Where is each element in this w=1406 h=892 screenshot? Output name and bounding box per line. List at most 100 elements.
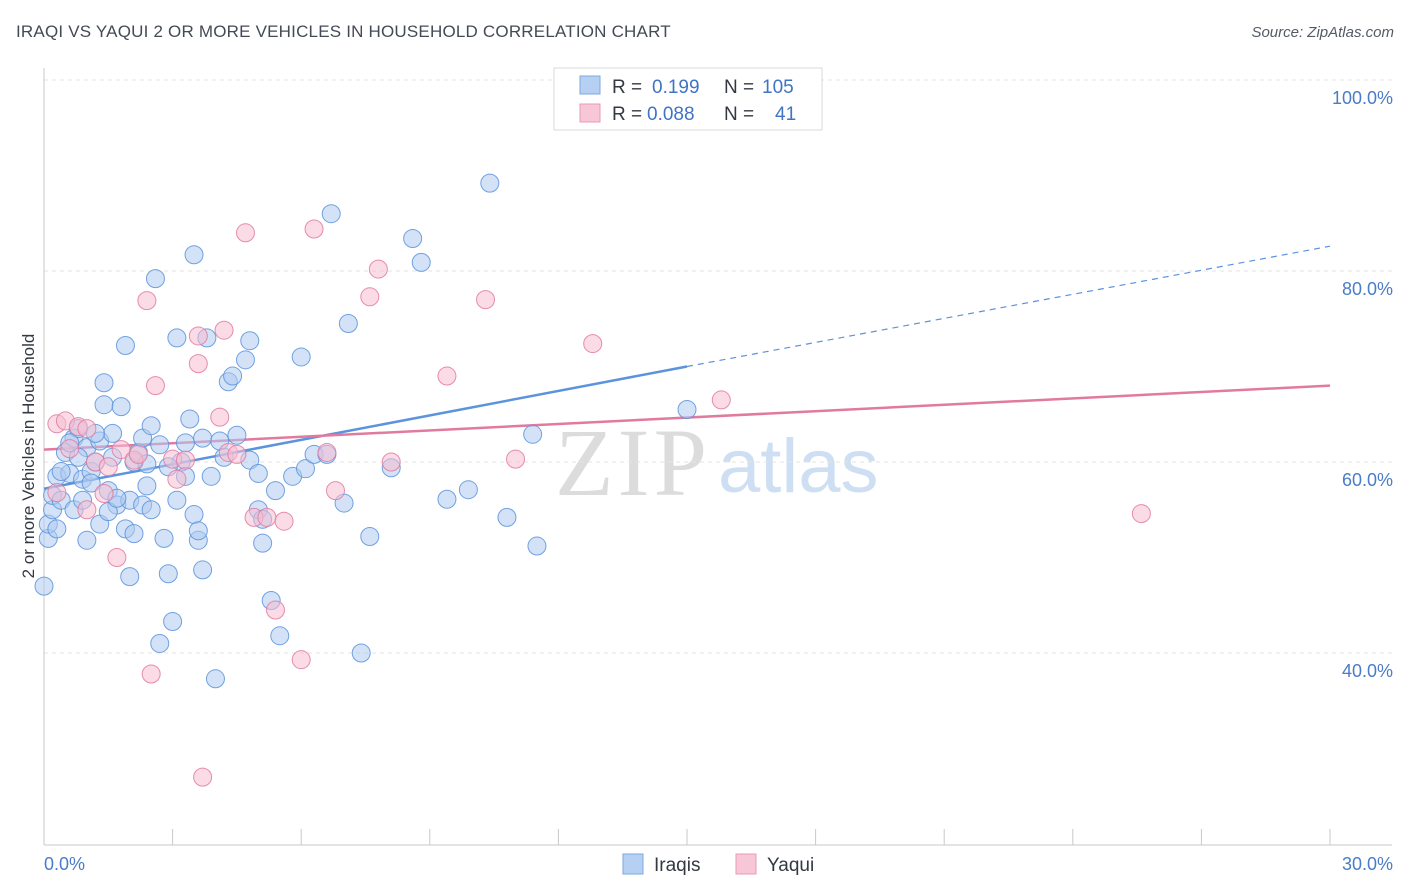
point-iraqis-52 — [193, 560, 213, 580]
point-yaqui-40 — [476, 290, 496, 310]
point-yaqui-36 — [360, 287, 380, 307]
point-yaqui-26 — [227, 444, 247, 464]
point-yaqui-33 — [304, 219, 324, 239]
point-iraqis-0 — [34, 576, 54, 596]
point-iraqis-23 — [103, 423, 123, 443]
point-iraqis-81 — [411, 252, 431, 272]
point-yaqui-19 — [175, 450, 195, 470]
stats-legend: R = 0.199 N = 105 R = 0.088 N = 41 — [553, 67, 823, 131]
point-iraqis-78 — [360, 526, 380, 546]
y-axis-label: 2 or more Vehicles in Household — [19, 334, 38, 579]
point-iraqis-6 — [47, 519, 67, 539]
point-iraqis-93 — [137, 476, 157, 496]
point-iraqis-14 — [77, 530, 97, 550]
legend-swatch-iraqis — [579, 75, 601, 95]
point-iraqis-66 — [253, 533, 273, 553]
point-iraqis-59 — [227, 425, 247, 445]
point-iraqis-84 — [480, 173, 500, 193]
point-iraqis-89 — [51, 462, 71, 482]
axes — [43, 68, 1392, 846]
point-iraqis-94 — [150, 435, 170, 455]
point-iraqis-71 — [295, 459, 315, 479]
point-iraqis-63 — [248, 463, 268, 483]
point-iraqis-86 — [523, 424, 543, 444]
point-yaqui-22 — [193, 767, 213, 787]
bottom-legend-swatch-iraqis — [622, 853, 644, 875]
bottom-legend-label-iraqis: Iraqis — [654, 855, 700, 876]
point-iraqis-83 — [458, 480, 478, 500]
point-yaqui-18 — [167, 469, 187, 489]
point-iraqis-28 — [115, 335, 135, 355]
watermark-atlas: atlas — [718, 424, 879, 509]
point-iraqis-82 — [437, 489, 457, 509]
trend-line-extension-iraqis — [686, 245, 1331, 368]
y-tick-label-100: 100.0% — [1332, 88, 1393, 108]
legend-n-value-iraqis: 105 — [762, 77, 794, 98]
point-yaqui-42 — [583, 334, 603, 354]
point-yaqui-35 — [325, 481, 345, 501]
point-iraqis-61 — [240, 331, 260, 351]
point-iraqis-48 — [184, 505, 204, 525]
point-yaqui-10 — [107, 548, 127, 567]
legend-r-label-yaqui: R = — [612, 104, 642, 125]
point-iraqis-36 — [141, 500, 161, 520]
series-legend: Iraqis Yaqui — [622, 853, 814, 876]
point-yaqui-24 — [214, 320, 234, 340]
point-yaqui-20 — [188, 326, 208, 346]
x-tick-label-min: 0.0% — [44, 854, 85, 874]
legend-r-value-yaqui: 0.088 — [647, 104, 695, 125]
point-iraqis-101 — [265, 481, 285, 501]
point-iraqis-58 — [223, 366, 243, 386]
point-yaqui-1 — [47, 483, 67, 503]
point-iraqis-44 — [167, 328, 187, 348]
y-tick-label-80: 80.0% — [1342, 279, 1393, 299]
point-iraqis-99 — [124, 524, 144, 544]
point-yaqui-15 — [141, 664, 161, 684]
x-tick-label-max: 30.0% — [1342, 854, 1393, 874]
point-iraqis-49 — [184, 245, 204, 265]
point-iraqis-39 — [150, 633, 170, 653]
point-iraqis-87 — [527, 536, 547, 556]
point-yaqui-44 — [1131, 504, 1151, 524]
y-tick-label-60: 60.0% — [1342, 470, 1393, 490]
point-iraqis-20 — [94, 395, 114, 415]
legend-r-label-iraqis: R = — [612, 77, 642, 98]
point-iraqis-100 — [180, 409, 200, 429]
point-yaqui-30 — [265, 600, 285, 620]
point-yaqui-16 — [145, 376, 165, 396]
point-yaqui-27 — [235, 223, 255, 243]
point-yaqui-9 — [98, 457, 118, 477]
point-iraqis-37 — [141, 416, 161, 436]
point-yaqui-6 — [77, 500, 97, 520]
point-iraqis-70 — [291, 347, 311, 367]
point-yaqui-5 — [77, 419, 97, 439]
point-iraqis-76 — [338, 314, 358, 334]
point-yaqui-43 — [711, 390, 731, 410]
legend-n-value-yaqui: 41 — [775, 104, 796, 125]
point-yaqui-31 — [274, 511, 294, 531]
point-iraqis-74 — [321, 204, 341, 224]
legend-swatch-yaqui — [579, 103, 601, 123]
point-iraqis-41 — [158, 564, 178, 584]
point-iraqis-68 — [270, 626, 290, 646]
bottom-legend-label-yaqui: Yaqui — [767, 855, 814, 876]
point-iraqis-55 — [205, 669, 225, 689]
chart-title: IRAQI VS YAQUI 2 OR MORE VEHICLES IN HOU… — [16, 22, 671, 41]
point-iraqis-88 — [677, 399, 697, 419]
legend-r-value-iraqis: 0.199 — [652, 77, 700, 98]
point-iraqis-21 — [94, 373, 114, 393]
point-yaqui-13 — [128, 444, 148, 464]
legend-n-label-yaqui: N = — [724, 104, 754, 125]
data-points — [34, 173, 1151, 787]
point-yaqui-23 — [210, 407, 230, 427]
point-iraqis-91 — [81, 473, 101, 493]
bottom-legend-swatch-yaqui — [735, 853, 757, 875]
point-iraqis-95 — [201, 466, 221, 486]
point-yaqui-38 — [381, 452, 401, 472]
point-iraqis-42 — [163, 611, 183, 631]
point-iraqis-80 — [403, 229, 423, 249]
point-iraqis-43 — [167, 490, 187, 510]
point-iraqis-38 — [145, 269, 165, 289]
point-yaqui-32 — [291, 650, 311, 670]
point-yaqui-29 — [257, 507, 277, 527]
